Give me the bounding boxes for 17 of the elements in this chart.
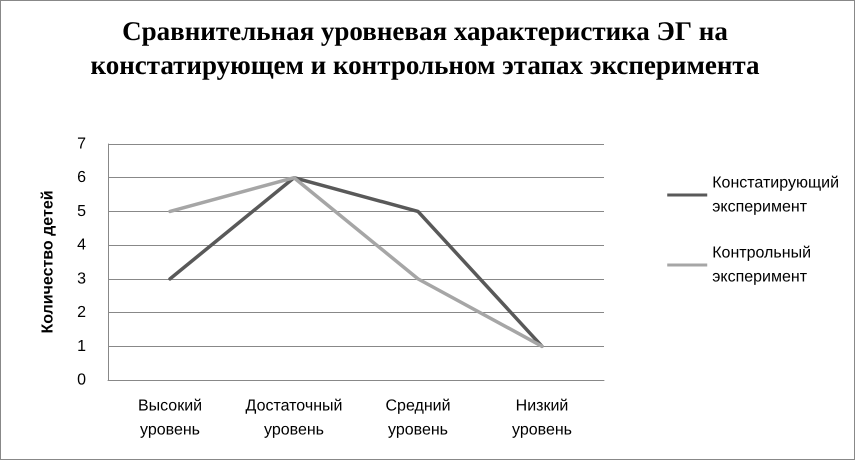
y-tick-label: 0 xyxy=(77,372,86,388)
y-tick-label: 4 xyxy=(77,236,86,254)
x-tick-label: Низкий уровень xyxy=(512,398,572,438)
x-tick-label: Достаточный уровень xyxy=(246,398,342,438)
y-tick-label: 2 xyxy=(77,304,86,322)
y-tick-label: 6 xyxy=(77,169,86,186)
y-tick-label: 5 xyxy=(77,202,86,220)
legend-label: Констатирующий эксперимент xyxy=(712,174,840,216)
y-tick-label: 1 xyxy=(77,338,86,355)
y-tick-label: 7 xyxy=(77,136,86,152)
line-series xyxy=(168,176,544,348)
y-tick-label: 3 xyxy=(77,270,86,288)
x-tick-label: Средний уровень xyxy=(385,398,451,438)
y-axis-title: Количество детей xyxy=(40,190,56,334)
x-tick-label: Высокий уровень xyxy=(138,398,202,438)
legend-label: Контрольный эксперимент xyxy=(712,244,812,286)
chart-title: Сравнительная уровневая характеристика ЭГ на констатирующем и контрольном этапах эксперимента xyxy=(90,15,760,82)
